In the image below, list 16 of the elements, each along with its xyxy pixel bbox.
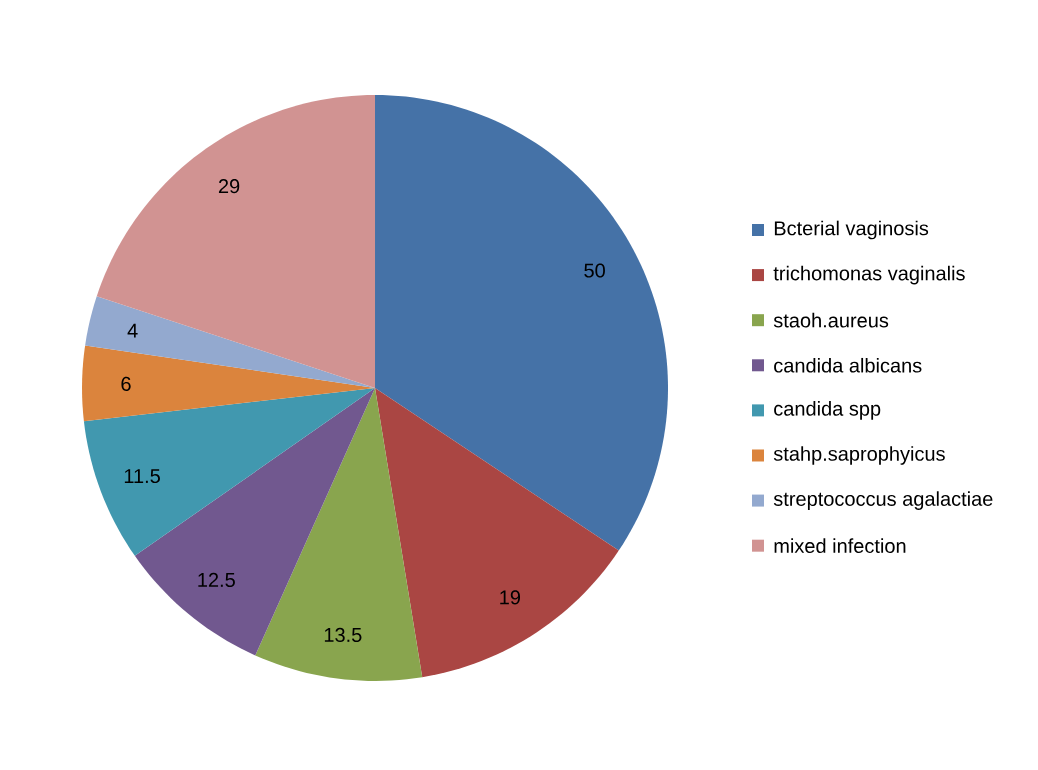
data-label: 6: [121, 376, 131, 392]
legend-label: candida spp: [774, 401, 881, 420]
data-label: 4: [127, 323, 138, 338]
data-label: 50: [584, 263, 605, 278]
legend-label: trichomonas vaginalis: [773, 265, 965, 285]
data-label: 19: [500, 590, 521, 605]
legend-label: staoh.aureus: [773, 312, 889, 328]
legend-label: streptococcus agalactiae: [773, 491, 993, 510]
data-label: 11.5: [124, 469, 160, 484]
legend-label: candida albicans: [774, 357, 922, 373]
legend-label: stahp.saprophyicus: [773, 446, 945, 465]
data-label: 12.5: [198, 572, 235, 587]
legend-label: Bcterial vaginosis: [774, 220, 929, 240]
data-label: 13.5: [324, 627, 362, 643]
data-label: 29: [218, 179, 240, 194]
legend-label: mixed infection: [774, 538, 906, 554]
